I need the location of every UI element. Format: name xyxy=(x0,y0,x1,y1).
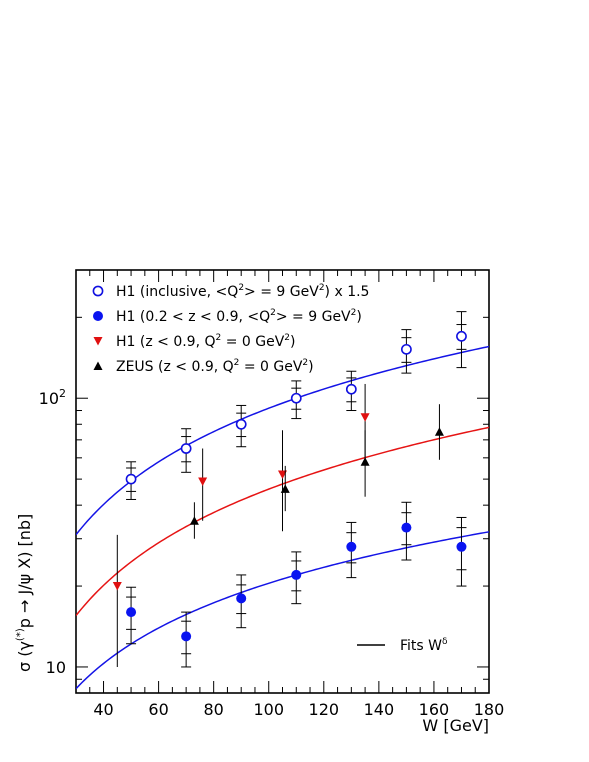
data-marker xyxy=(360,413,370,422)
data-point xyxy=(235,404,247,448)
data-marker xyxy=(126,607,137,618)
y-tick-base: 10 xyxy=(39,389,59,408)
data-marker xyxy=(180,443,192,454)
y-tick-base: 10 xyxy=(46,658,66,677)
x-tick-label: 40 xyxy=(93,700,113,719)
data-marker xyxy=(400,343,412,355)
x-tick-label: 180 xyxy=(474,700,505,719)
legend-entry: H1 (z < 0.9, Q2 = 0 GeV2) xyxy=(93,333,295,350)
fit-legend-label: Fits Wδ xyxy=(400,637,448,654)
data-point xyxy=(278,430,287,532)
y-tick-label: 10 xyxy=(46,658,66,677)
data-point xyxy=(290,380,302,420)
data-point xyxy=(280,465,290,512)
data-point xyxy=(125,461,137,500)
x-axis-label: W [GeV] xyxy=(422,716,489,735)
fit-legend: Fits Wδ xyxy=(357,637,448,654)
y-tick-exponent: 2 xyxy=(59,387,66,400)
data-point xyxy=(360,430,370,497)
data-marker xyxy=(189,516,199,525)
data-point xyxy=(400,329,412,374)
fit-curve xyxy=(76,345,489,536)
legend-marker xyxy=(93,337,103,346)
x-tick-label: 160 xyxy=(419,700,450,719)
data-point xyxy=(401,501,412,561)
data-point xyxy=(112,534,122,667)
data-point xyxy=(126,586,137,645)
legend-entry: H1 (0.2 < z < 0.9, <Q2> = 9 GeV2) xyxy=(93,308,362,325)
legend-marker xyxy=(93,311,103,321)
x-tick-label: 80 xyxy=(203,700,223,719)
data-point xyxy=(198,448,208,521)
data-marker xyxy=(291,569,302,580)
series xyxy=(125,311,467,500)
legend: H1 (inclusive, <Q2> = 9 GeV2) x 1.5 H1 (0… xyxy=(92,283,448,654)
legend-marker xyxy=(92,285,104,297)
legend-entry: H1 (inclusive, <Q2> = 9 GeV2) x 1.5 xyxy=(92,283,369,300)
data-marker xyxy=(125,473,137,485)
series xyxy=(126,501,467,668)
data-point xyxy=(434,404,444,460)
data-marker xyxy=(346,541,357,552)
data-marker xyxy=(345,383,357,395)
y-axis-label: σ (γ(*)p → J/ψ X) [nb] xyxy=(15,514,34,672)
data-marker xyxy=(112,582,122,591)
data-point xyxy=(346,521,357,579)
data-point xyxy=(180,428,192,473)
data-point xyxy=(291,551,302,605)
legend-label: ZEUS (z < 0.9, Q2 = 0 GeV2) xyxy=(116,358,314,375)
data-marker xyxy=(280,484,290,493)
data-point xyxy=(189,502,199,539)
fit-curve xyxy=(76,531,489,690)
data-marker xyxy=(198,477,208,486)
data-marker xyxy=(456,330,467,342)
x-tick-label: 120 xyxy=(309,700,340,719)
x-tick-label: 100 xyxy=(253,700,284,719)
data-marker xyxy=(181,631,192,642)
data-marker xyxy=(360,457,370,466)
x-tick-label: 60 xyxy=(148,700,168,719)
data-marker xyxy=(290,392,302,404)
axis-ticks xyxy=(76,269,489,694)
data-marker xyxy=(401,522,412,533)
legend-label: H1 (0.2 < z < 0.9, <Q2> = 9 GeV2) xyxy=(116,308,362,325)
series xyxy=(189,404,444,539)
data-point xyxy=(345,370,357,412)
legend-label: H1 (z < 0.9, Q2 = 0 GeV2) xyxy=(116,333,295,350)
legend-marker xyxy=(93,361,103,370)
y-tick-label: 102 xyxy=(39,387,66,408)
data-marker xyxy=(236,593,247,604)
data-point xyxy=(236,574,247,629)
data-marker xyxy=(278,470,287,480)
data-point xyxy=(181,611,192,668)
data-point xyxy=(456,516,467,587)
legend-entry: ZEUS (z < 0.9, Q2 = 0 GeV2) xyxy=(93,358,314,375)
data-marker xyxy=(235,418,247,430)
x-tick-label: 140 xyxy=(364,700,395,719)
data-point xyxy=(456,311,467,369)
data-marker xyxy=(456,541,467,552)
legend-label: H1 (inclusive, <Q2> = 9 GeV2) x 1.5 xyxy=(116,283,369,300)
data-points xyxy=(112,311,467,668)
data-marker xyxy=(434,427,444,436)
x-tick-labels: 40 60 80 100 120 140 160 180 xyxy=(93,700,504,719)
